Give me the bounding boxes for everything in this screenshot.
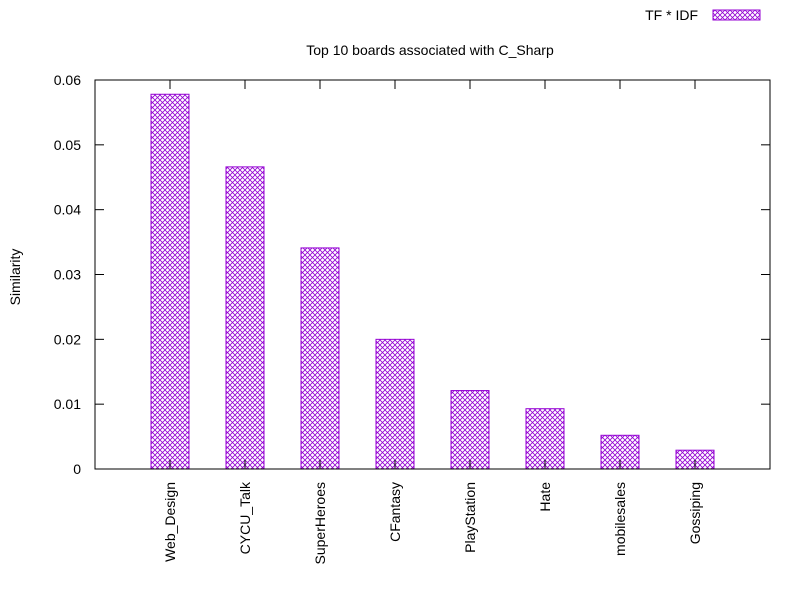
y-axis-ticks: 0 0.01 0.02 0.03 0.04 0.05 0.06 [54, 72, 770, 477]
bar-CYCU_Talk [225, 166, 265, 470]
y-tick-label: 0.01 [54, 396, 81, 412]
legend-swatch [712, 9, 761, 21]
plot-frame [94, 79, 771, 470]
x-tick-label-mobilesales: mobilesales [612, 482, 628, 556]
x-tick-label-SuperHeroes: SuperHeroes [312, 482, 328, 565]
x-tick-label-CFantasy: CFantasy [387, 482, 403, 542]
bar-series [150, 93, 715, 470]
x-tick-label-PlayStation: PlayStation [462, 482, 478, 553]
legend: TF * IDF [645, 7, 761, 23]
y-tick-label: 0.02 [54, 331, 81, 347]
x-tick-label-Gossiping: Gossiping [687, 482, 703, 544]
bar-CFantasy [375, 338, 415, 470]
bar-SuperHeroes [300, 247, 340, 470]
bar-PlayStation [450, 390, 490, 470]
y-tick-label: 0.06 [54, 72, 81, 88]
y-tick-label: 0.04 [54, 202, 81, 218]
chart-title: Top 10 boards associated with C_Sharp [306, 42, 554, 58]
x-tick-label-Hate: Hate [537, 482, 553, 512]
bar-Web_Design [150, 93, 190, 470]
y-axis-label: Similarity [7, 249, 23, 306]
y-tick-label: 0.05 [54, 137, 81, 153]
bar-Hate [525, 408, 565, 470]
legend-label: TF * IDF [645, 7, 698, 23]
y-tick-label: 0 [73, 461, 81, 477]
x-tick-label-CYCU_Talk: CYCU_Talk [237, 481, 253, 554]
x-axis-ticks: Web_Design CYCU_Talk SuperHeroes CFantasy Pl… [162, 80, 703, 565]
x-tick-label-Web_Design: Web_Design [162, 482, 178, 562]
y-tick-label: 0.03 [54, 267, 81, 283]
